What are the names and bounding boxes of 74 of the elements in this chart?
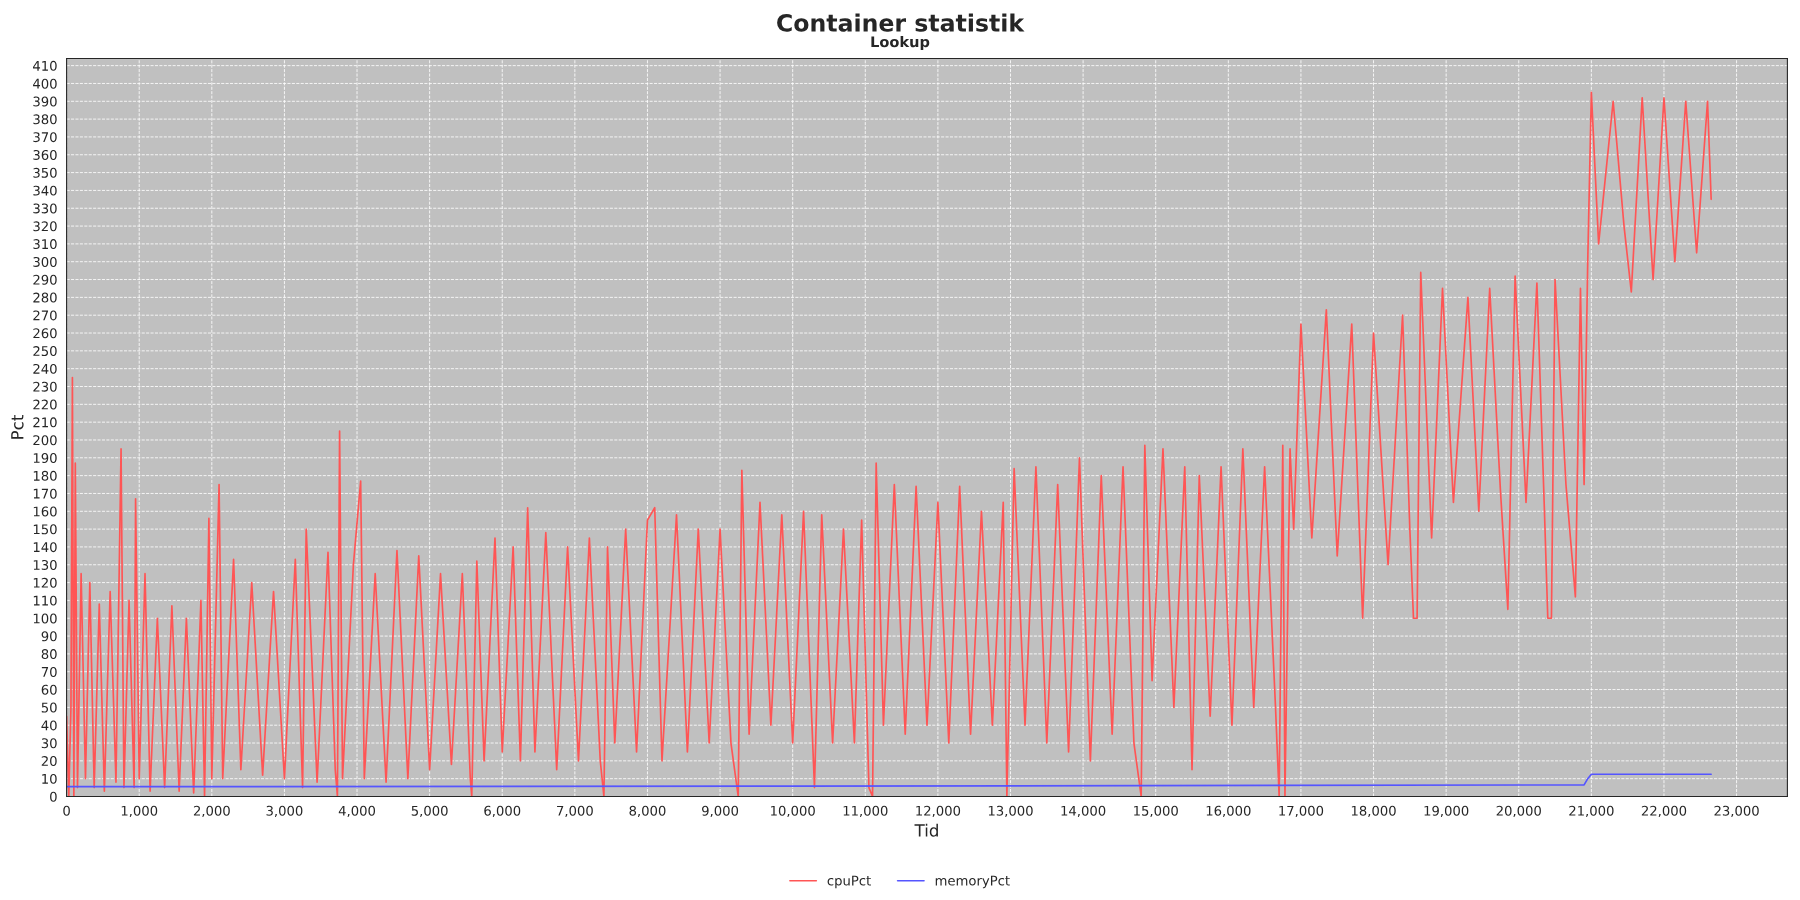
y-tick-label: 70 [41,666,57,677]
y-tick-label: 90 [41,631,57,642]
y-tick-label: 240 [33,363,57,374]
x-tick-label: 16,000 [1206,805,1251,818]
y-tick-label: 230 [33,381,57,392]
y-tick-label: 60 [41,684,57,695]
y-tick-label: 250 [33,346,57,357]
legend-label: cpuPct [827,875,871,889]
y-tick-label: 320 [33,221,57,232]
legend-label: memoryPct [935,875,1010,889]
y-tick-label: 220 [33,399,57,410]
y-tick-label: 140 [33,542,57,553]
y-tick-label: 30 [41,738,57,749]
chart-subtitle: Lookup [871,36,930,51]
y-tick-label: 120 [33,577,57,588]
y-tick-label: 310 [33,239,57,250]
x-tick-label: 3,000 [266,805,303,818]
y-tick-label: 400 [33,78,57,89]
x-tick-label: 5,000 [411,805,448,818]
y-tick-label: 340 [33,185,57,196]
x-tick-label: 1,000 [121,805,158,818]
y-tick-label: 390 [33,96,57,107]
x-tick-label: 10,000 [771,805,815,818]
y-tick-label: 270 [33,310,57,321]
y-tick-label: 40 [41,720,57,731]
y-tick-label: 290 [33,274,57,285]
y-tick-label: 350 [33,167,57,178]
x-axis-title: Tid [914,823,938,837]
line-series [66,91,1712,797]
y-tick-label: 210 [33,417,57,428]
y-tick-label: 360 [33,149,57,160]
y-tick-label: 50 [41,702,57,713]
x-tick-label: 7,000 [557,805,593,818]
y-tick-label: 110 [33,595,57,606]
y-tick-label: 370 [33,132,57,143]
chart-title: Container statistik [777,13,1025,32]
x-tick-label: 0 [63,805,70,816]
x-tick-label: 23,000 [1714,805,1759,818]
x-tick-label: 8,000 [629,805,666,818]
y-tick-label: 330 [33,203,57,214]
y-tick-label: 0 [50,791,57,802]
y-axis-title: Pct [11,415,24,439]
x-tick-label: 18,000 [1351,805,1396,818]
x-tick-label: 12,000 [916,805,961,818]
x-tick-label: 9,000 [702,805,739,818]
x-tick-label: 17,000 [1279,805,1324,818]
x-tick-label: 21,000 [1569,805,1614,818]
y-tick-label: 160 [33,506,57,517]
x-tick-label: 14,000 [1061,805,1106,818]
y-tick-label: 130 [33,559,57,570]
y-tick-label: 10 [42,773,57,784]
y-tick-label: 260 [33,328,57,339]
x-tick-label: 6,000 [484,805,521,818]
y-tick-label: 410 [33,60,57,71]
x-tick-label: 2,000 [193,805,230,818]
y-tick-label: 190 [33,453,57,463]
x-tick-label: 22,000 [1641,805,1687,818]
y-tick-label: 180 [33,470,57,481]
y-tick-label: 100 [33,613,57,624]
y-tick-label: 150 [33,524,57,535]
x-tick-label: 11,000 [843,805,888,818]
line-series [66,773,1712,788]
y-tick-label: 20 [41,756,57,767]
x-tick-label: 15,000 [1134,805,1178,818]
x-tick-label: 20,000 [1496,805,1541,818]
y-tick-label: 170 [33,488,57,499]
x-tick-label: 19,000 [1424,805,1469,818]
y-tick-label: 300 [33,256,57,267]
x-tick-label: 13,000 [988,805,1033,818]
y-tick-label: 80 [41,649,57,660]
y-tick-label: 200 [33,435,57,446]
y-tick-label: 280 [33,292,57,303]
y-tick-label: 380 [33,114,57,125]
x-tick-label: 4,000 [338,805,376,818]
